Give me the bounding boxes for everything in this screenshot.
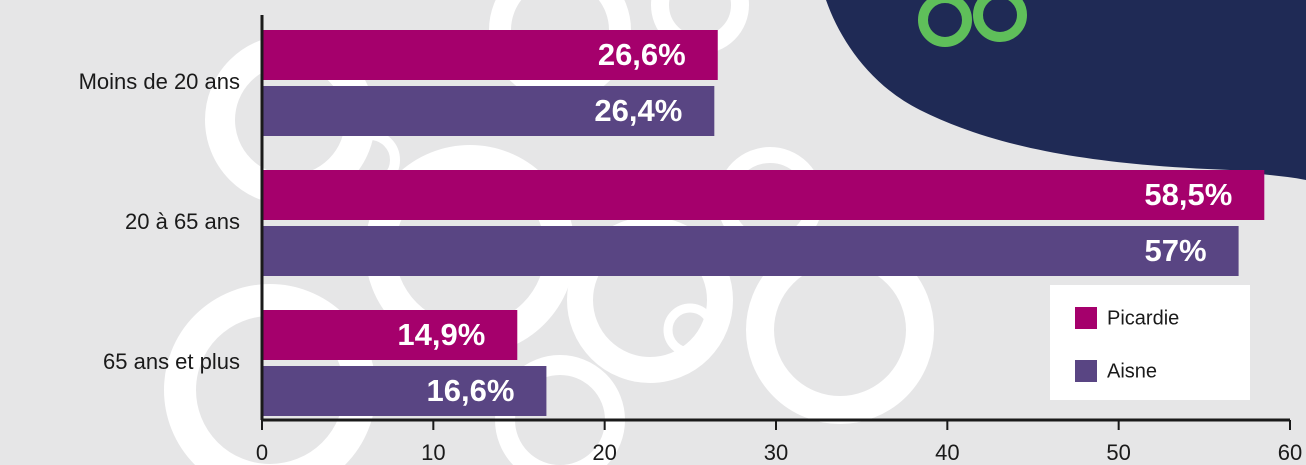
bar <box>262 310 518 360</box>
bar <box>262 366 547 416</box>
x-tick-label: 40 <box>935 440 959 465</box>
value-label: 58,5% <box>1144 177 1232 212</box>
value-label: 57% <box>1145 233 1207 268</box>
legend-label: Picardie <box>1107 307 1179 329</box>
bar <box>262 226 1239 276</box>
legend-swatch <box>1075 307 1097 329</box>
legend-box <box>1050 285 1250 400</box>
legend-label: Aisne <box>1107 360 1157 382</box>
bar <box>262 170 1265 220</box>
value-label: 26,4% <box>594 93 682 128</box>
bar <box>262 86 715 136</box>
x-tick-label: 10 <box>421 440 445 465</box>
bar <box>262 30 718 80</box>
legend-swatch <box>1075 360 1097 382</box>
category-label: 20 à 65 ans <box>125 209 240 234</box>
x-tick-label: 50 <box>1106 440 1130 465</box>
value-label: 14,9% <box>397 317 485 352</box>
category-label: 65 ans et plus <box>103 349 240 374</box>
x-tick-label: 20 <box>592 440 616 465</box>
category-label: Moins de 20 ans <box>79 69 240 94</box>
x-tick-label: 60 <box>1278 440 1302 465</box>
x-tick-label: 0 <box>256 440 268 465</box>
x-tick-label: 30 <box>764 440 788 465</box>
value-label: 26,6% <box>598 37 686 72</box>
photo-detail <box>918 0 972 47</box>
value-label: 16,6% <box>427 373 515 408</box>
photo-detail <box>973 0 1027 42</box>
